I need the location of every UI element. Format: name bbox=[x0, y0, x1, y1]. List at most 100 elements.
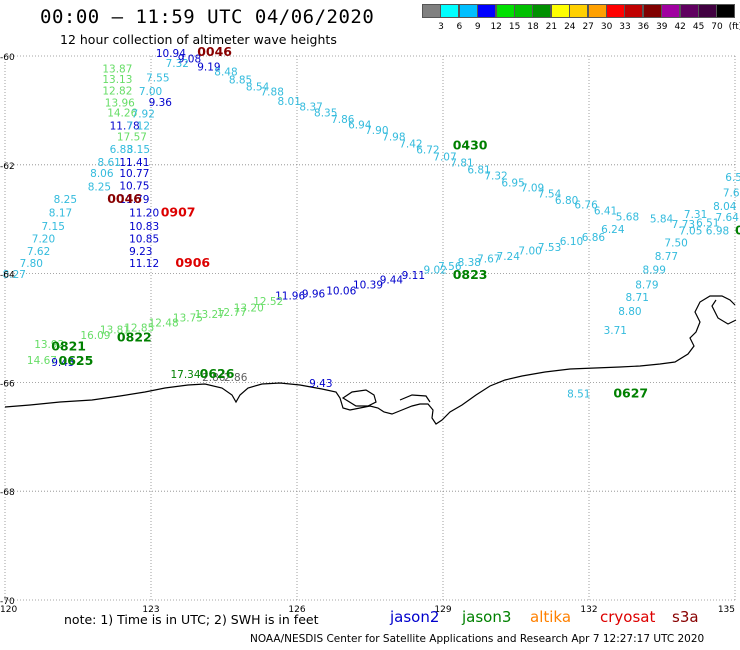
legend-label: 9 bbox=[474, 22, 481, 32]
swh-label: 8.04 bbox=[713, 201, 737, 213]
swh-label: 7.53 bbox=[538, 242, 561, 254]
swh-label: 7.54 bbox=[538, 188, 562, 200]
swh-label: 7.55 bbox=[146, 73, 169, 85]
legend-label: 70 bbox=[711, 22, 723, 32]
swh-label: 10.75 bbox=[119, 180, 149, 192]
swh-label: 14.26 bbox=[107, 107, 137, 119]
swh-label: 8.48 bbox=[214, 67, 237, 79]
pass-time-label: 0046 bbox=[197, 44, 232, 59]
swh-label: 8.51 bbox=[567, 389, 590, 401]
lat-tick-label: -64 bbox=[0, 271, 15, 281]
swh-label: 9.43 bbox=[309, 378, 332, 390]
swh-label: 7.12 bbox=[127, 120, 150, 132]
swh-label: 7.92 bbox=[132, 108, 155, 120]
swh-label: 7.86 bbox=[331, 114, 355, 126]
satellite-jason2: jason2 bbox=[390, 608, 440, 626]
swh-label: 6.95 bbox=[501, 178, 524, 190]
lon-tick-label: 120 bbox=[0, 605, 17, 615]
swh-label: 9.36 bbox=[149, 97, 173, 109]
swh-label: 8.25 bbox=[88, 181, 111, 193]
swh-label: 8.01 bbox=[278, 96, 301, 108]
swh-label: 8.85 bbox=[229, 75, 252, 87]
lon-tick-label: 126 bbox=[288, 605, 305, 615]
legend-label: 12 bbox=[490, 22, 502, 32]
legend-label: 39 bbox=[656, 22, 668, 32]
swh-label: 7.05 bbox=[679, 225, 702, 237]
pass-time-label: 0046 bbox=[107, 191, 142, 206]
legend-label: 33 bbox=[619, 22, 631, 32]
swh-label: 2.86 bbox=[224, 372, 248, 384]
swh-label: 7.56 bbox=[438, 261, 462, 273]
swh-label: 12.77 bbox=[217, 307, 247, 319]
swh-label: 11.79 bbox=[119, 194, 149, 206]
lon-tick-label: 135 bbox=[718, 605, 735, 615]
legend-label: 30 bbox=[600, 22, 613, 32]
swh-label: 16.09 bbox=[80, 330, 110, 342]
footer-note: note: 1) Time is in UTC; 2) SWH is in fe… bbox=[64, 612, 319, 627]
legend-label: 6 bbox=[456, 22, 463, 32]
swh-label: 8.79 bbox=[635, 279, 658, 291]
swh-label: 12.52 bbox=[253, 296, 283, 308]
coastline-island bbox=[341, 389, 377, 407]
lat-tick-label: -66 bbox=[0, 379, 15, 389]
antarctic-coastline bbox=[4, 295, 737, 425]
credit-line: NOAA/NESDIS Center for Satellite Applica… bbox=[250, 633, 705, 645]
swh-label: 7.90 bbox=[365, 125, 388, 137]
lat-tick-label: -60 bbox=[0, 53, 15, 63]
swh-label: 12.85 bbox=[124, 322, 154, 334]
pass-time-label: 0907 bbox=[161, 204, 196, 219]
swh-label: 7.09 bbox=[521, 182, 544, 194]
pass-time-label: 0822 bbox=[117, 330, 152, 345]
swh-label: 8.71 bbox=[626, 292, 649, 304]
swh-label: 7.88 bbox=[261, 87, 284, 99]
legend-label: 18 bbox=[527, 22, 539, 32]
pass-time-label: 0823 bbox=[453, 267, 488, 282]
swh-label: 7.64 bbox=[716, 212, 740, 224]
swh-label: 6.98 bbox=[706, 225, 729, 237]
swh-label: 7.31 bbox=[684, 209, 707, 221]
swh-label: 10.94 bbox=[156, 48, 186, 60]
legend-label: 24 bbox=[564, 22, 576, 32]
swh-label: 9.11 bbox=[402, 270, 425, 282]
swh-label: 7.62 bbox=[27, 246, 50, 258]
swh-label: 6.41 bbox=[594, 205, 617, 217]
swh-label: 7.00 bbox=[139, 86, 162, 98]
lon-tick-label: 132 bbox=[580, 605, 597, 615]
swh-label: 13.96 bbox=[105, 98, 135, 110]
legend-label: 3 bbox=[438, 22, 444, 32]
pass-time-label: 0906 bbox=[175, 255, 210, 270]
swh-label: 8.38 bbox=[458, 257, 481, 269]
swh-label: 5.68 bbox=[616, 211, 639, 223]
swh-label: 7.24 bbox=[497, 251, 521, 263]
legend-label: 36 bbox=[637, 22, 650, 32]
swh-label: 7.07 bbox=[433, 151, 456, 163]
lon-tick-label: 129 bbox=[434, 605, 451, 615]
swh-label: 17.57 bbox=[117, 131, 147, 143]
swh-label: 11.20 bbox=[129, 207, 159, 219]
swh-label: 7.20 bbox=[32, 234, 55, 246]
satellite-cryosat: cryosat bbox=[600, 608, 656, 626]
swh-label: 17.34 bbox=[170, 369, 200, 381]
satellite-s3a: s3a bbox=[672, 608, 699, 626]
swh-label: 9.08 bbox=[178, 54, 201, 66]
swh-label: 6.10 bbox=[560, 236, 583, 248]
pass-time-label: 0625 bbox=[59, 353, 94, 368]
swh-label: 8.25 bbox=[54, 194, 77, 206]
swh-label: 10.83 bbox=[129, 221, 159, 233]
coastline-inlet bbox=[399, 394, 431, 403]
legend-label: 42 bbox=[674, 22, 686, 32]
swh-label: 7.50 bbox=[664, 237, 687, 249]
pass-time-label: 0627 bbox=[613, 386, 648, 401]
swh-label: 10.06 bbox=[326, 285, 356, 297]
pass-time-label: 0430 bbox=[453, 138, 488, 153]
swh-label: 8.17 bbox=[49, 207, 72, 219]
swh-label: 10.85 bbox=[129, 234, 159, 246]
swh-label: 7.32 bbox=[484, 170, 507, 182]
swh-label: 7.80 bbox=[20, 258, 43, 270]
swh-label: 9.44 bbox=[380, 274, 404, 286]
swh-label: 11.96 bbox=[275, 291, 305, 303]
swh-label: 13.20 bbox=[234, 303, 264, 315]
swh-label: 6.76 bbox=[574, 199, 598, 211]
